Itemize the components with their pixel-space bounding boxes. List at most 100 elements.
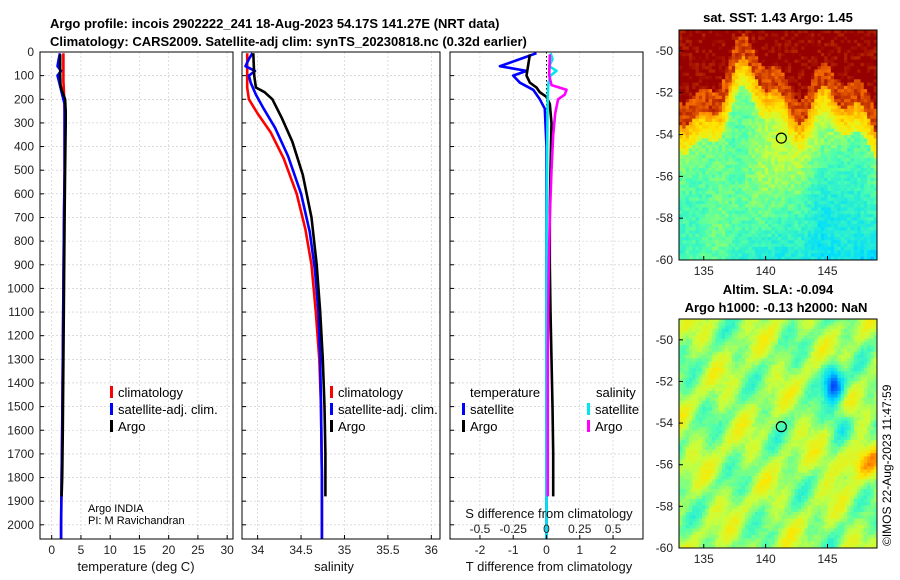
gridlines: [40, 51, 233, 539]
heatmap-cell: [794, 325, 799, 330]
heatmap-cell: [850, 328, 855, 333]
heatmap-cell: [811, 319, 815, 323]
heatmap-cell: [784, 322, 789, 326]
heatmap-cell: [830, 204, 835, 208]
heatmap-cell: [791, 158, 795, 162]
heatmap-cell: [870, 194, 875, 198]
heatmap-cell: [708, 158, 713, 162]
heatmap-cell: [705, 243, 710, 248]
heatmap-cell: [824, 62, 828, 67]
heatmap-cell: [781, 66, 785, 70]
heatmap-cell: [741, 99, 746, 103]
heatmap-cell: [870, 131, 875, 136]
heatmap-cell: [712, 250, 716, 254]
heatmap-cell: [748, 253, 752, 258]
heatmap-cell: [787, 197, 792, 202]
heatmap-cell: [764, 115, 769, 120]
sla_map: 135 140 145-50-52-54-56-58-60: [656, 318, 878, 566]
heatmap-cell: [748, 151, 752, 156]
heatmap-cell: [811, 246, 815, 251]
heatmap-cell: [837, 72, 842, 77]
heatmap-cell: [797, 33, 802, 37]
heatmap-cell: [804, 43, 809, 47]
heatmap-cell: [692, 207, 696, 212]
map-x-tick-label: 145: [817, 264, 837, 278]
heatmap-cell: [827, 256, 832, 261]
heatmap-cell: [692, 338, 696, 343]
heatmap-cell: [708, 171, 713, 175]
heatmap-cell: [745, 151, 749, 156]
heatmap-cell: [771, 151, 776, 156]
heatmap-cell: [824, 30, 828, 34]
heatmap-cell: [712, 227, 716, 231]
heatmap-cell: [850, 138, 855, 143]
heatmap-cell: [830, 191, 835, 195]
heatmap-cell: [817, 200, 822, 205]
heatmap-cell: [873, 112, 878, 116]
heatmap-cell: [721, 181, 726, 185]
heatmap-cell: [860, 227, 865, 231]
heatmap-cell: [771, 237, 776, 241]
heatmap-cell: [764, 112, 769, 116]
heatmap-cell: [853, 217, 858, 221]
heatmap-cell: [774, 148, 779, 152]
heatmap-cell: [745, 256, 749, 261]
heatmap-cell: [784, 230, 789, 235]
heatmap-cell: [834, 246, 838, 251]
heatmap-cell: [850, 79, 855, 83]
heatmap-cell: [728, 92, 733, 97]
heatmap-cell: [688, 253, 693, 258]
heatmap-cell: [853, 187, 858, 192]
heatmap-cell: [771, 66, 776, 70]
heatmap-cell: [735, 118, 739, 123]
heatmap-cell: [824, 102, 828, 106]
heatmap-cell: [754, 246, 759, 251]
heatmap-cell: [695, 138, 700, 143]
heatmap-cell: [824, 233, 828, 238]
heatmap-cell: [698, 240, 703, 244]
heatmap-cell: [679, 325, 683, 330]
heatmap-cell: [688, 95, 693, 100]
heatmap-cell: [702, 253, 706, 258]
heatmap-cell: [791, 66, 795, 70]
heatmap-cell: [827, 39, 832, 44]
heatmap-cell: [867, 223, 871, 228]
heatmap-cell: [847, 56, 851, 60]
heatmap-cell: [784, 328, 789, 333]
heatmap-cell: [688, 223, 693, 228]
heatmap-cell: [827, 164, 832, 169]
heatmap-cell: [860, 72, 865, 77]
heatmap-cell: [708, 164, 713, 169]
heatmap-cell: [698, 36, 703, 41]
heatmap-cell: [764, 105, 769, 110]
heatmap-cell: [738, 345, 743, 349]
heatmap-cell: [863, 69, 868, 74]
heatmap-cell: [679, 30, 683, 34]
heatmap-cell: [688, 158, 693, 162]
heatmap-cell: [748, 46, 752, 51]
heatmap-cell: [758, 322, 762, 326]
heatmap-cell: [794, 164, 799, 169]
heatmap-cell: [860, 191, 865, 195]
heatmap-cell: [754, 43, 759, 47]
heatmap-cell: [692, 105, 696, 110]
heatmap-cell: [844, 118, 848, 123]
heatmap-cell: [781, 240, 785, 244]
heatmap-cell: [863, 210, 868, 215]
heatmap-cell: [784, 158, 789, 162]
heatmap-cell: [791, 30, 795, 34]
heatmap-cell: [844, 223, 848, 228]
heatmap-cell: [702, 145, 706, 149]
heatmap-cell: [781, 122, 785, 126]
heatmap-cell: [685, 345, 690, 349]
heatmap-cell: [728, 115, 733, 120]
heatmap-cell: [787, 237, 792, 241]
heatmap-cell: [692, 230, 696, 235]
heatmap-cell: [679, 128, 683, 133]
heatmap-cell: [781, 102, 785, 106]
heatmap-cell: [748, 148, 752, 152]
heatmap-cell: [860, 122, 865, 126]
heatmap-cell: [702, 95, 706, 100]
heatmap-cell: [715, 138, 719, 143]
heatmap-cell: [712, 237, 716, 241]
